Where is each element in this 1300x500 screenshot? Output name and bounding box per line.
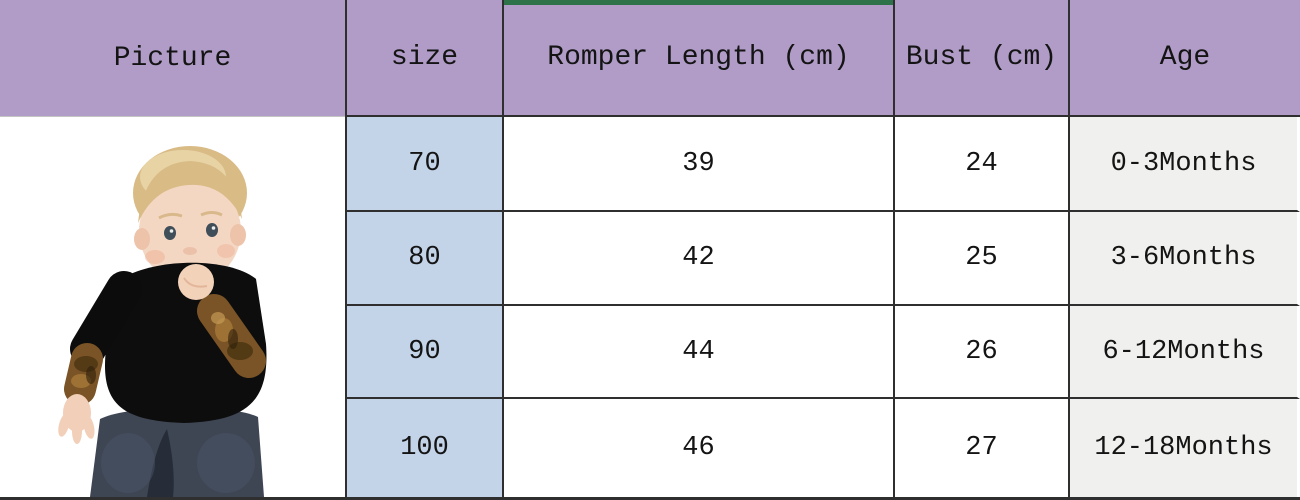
cell-size-r2: 80 — [345, 212, 502, 306]
product-picture-cell — [0, 117, 345, 497]
cell-age-r3: 6-12Months — [1068, 306, 1300, 399]
header-cell-bust: Bust (cm) — [893, 0, 1068, 117]
cell-romper-length-r3: 44 — [502, 306, 893, 399]
cell-bust-r1: 24 — [893, 117, 1068, 212]
cell-age-r2: 3-6Months — [1068, 212, 1300, 306]
cell-bust-r3: 26 — [893, 306, 1068, 399]
baby-eye-left — [164, 226, 176, 240]
header-cell-picture: Picture — [0, 0, 345, 117]
cell-romper-length-r1: 39 — [502, 117, 893, 212]
baby-eye-right — [206, 223, 218, 237]
cell-bust-r2: 25 — [893, 212, 1068, 306]
baby-face — [139, 178, 241, 284]
cell-age-r4: 12-18Months — [1068, 399, 1300, 497]
cell-bust-r4: 27 — [893, 399, 1068, 497]
cell-age-r1: 0-3Months — [1068, 117, 1300, 212]
header-cell-romper-length: Romper Length (cm) — [502, 0, 893, 117]
header-label-romper-length: Romper Length (cm) — [547, 42, 850, 73]
cell-romper-length-r2: 42 — [502, 212, 893, 306]
header-cell-size: size — [345, 0, 502, 117]
cell-romper-length-r4: 46 — [502, 399, 893, 497]
cell-size-r3: 90 — [345, 306, 502, 399]
green-accent-bar — [504, 0, 893, 5]
cell-size-r1: 70 — [345, 117, 502, 212]
baby-photo — [58, 146, 267, 497]
cell-size-r4: 100 — [345, 399, 502, 497]
baby-hand-in-mouth — [178, 264, 214, 300]
header-cell-age: Age — [1068, 0, 1300, 117]
